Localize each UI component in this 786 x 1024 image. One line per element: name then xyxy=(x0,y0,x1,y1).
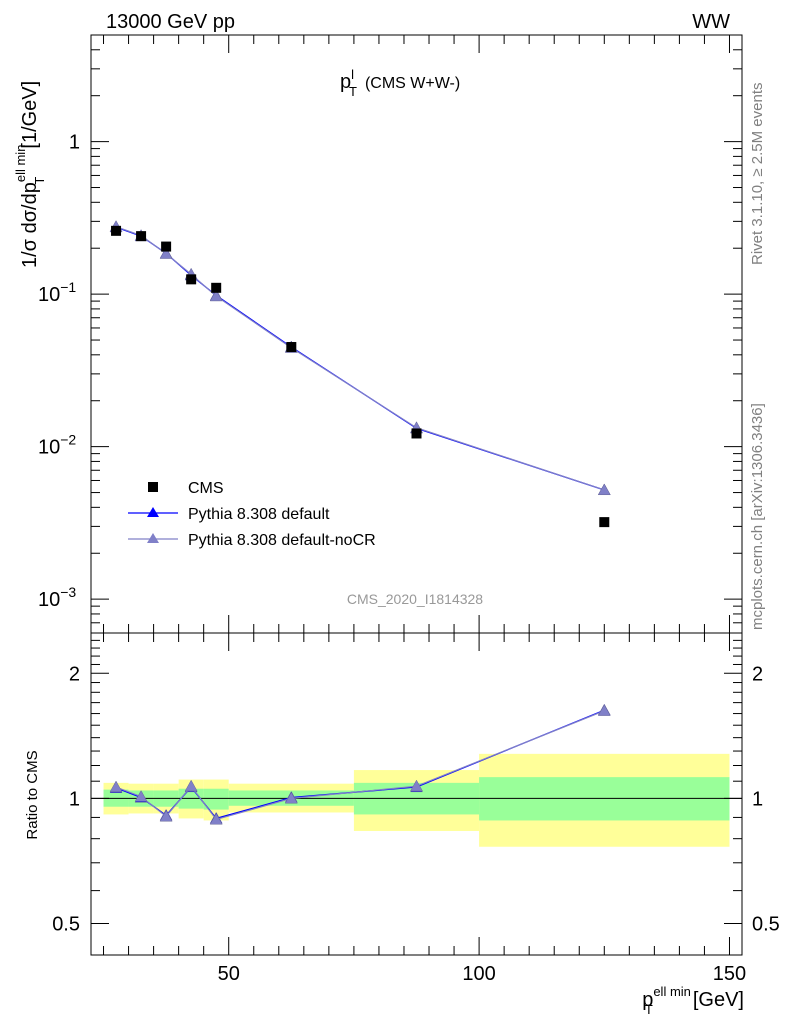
default-line xyxy=(115,226,605,491)
legend-item-nocr: Pythia 8.308 default-noCR xyxy=(128,532,376,549)
legend-item-cms: CMS xyxy=(148,480,224,497)
main-y-tick-label-1: 10−2 xyxy=(38,432,76,459)
y-axis-label-sup: ell min xyxy=(13,145,28,183)
legend-nocr-label: Pythia 8.308 default-noCR xyxy=(188,532,376,549)
x-tick-label-0: 50 xyxy=(218,963,240,985)
ratio-y-tick-label-left-1: 1 xyxy=(69,788,80,810)
cms-point-1 xyxy=(136,231,147,242)
ratio-y-tick-label-right-0: 0.5 xyxy=(752,914,780,936)
ratio-y-tick-label-right-1: 1 xyxy=(752,788,763,810)
rivet-label: Rivet 3.1.10, ≥ 2.5M events xyxy=(749,83,766,266)
plot-title-suffix: (CMS W+W-) xyxy=(365,75,460,92)
ratio-nocr-point-7 xyxy=(597,704,611,716)
main-y-tick-label-0: 10−3 xyxy=(38,584,76,611)
ratio-nocr-point-3 xyxy=(184,779,198,792)
x-axis-label: pell min T [GeV] xyxy=(642,984,744,1017)
legend-default-label: Pythia 8.308 default xyxy=(188,506,330,523)
nocr-line xyxy=(115,226,605,491)
header-energy: 13000 GeV pp xyxy=(106,11,235,33)
x-axis-label-sub: T xyxy=(645,1002,653,1017)
x-axis-label-sup: ell min xyxy=(653,984,691,999)
ratio-y-tick-label-left-2: 2 xyxy=(69,663,80,685)
ratio-plot-marks xyxy=(109,703,611,825)
ratio-y-tick-label-right-2: 2 xyxy=(752,663,763,685)
cms-point-7 xyxy=(599,517,610,528)
cms-point-0 xyxy=(111,225,122,236)
nocr-point-4 xyxy=(209,289,223,302)
legend-cms-label: CMS xyxy=(188,480,224,497)
ratio-nocr-point-0 xyxy=(109,780,123,793)
legend: CMS Pythia 8.308 default Pythia 8.308 de… xyxy=(128,480,376,549)
x-tick-label-2: 150 xyxy=(713,963,746,985)
x-tick-label-1: 100 xyxy=(462,963,495,985)
plot-title-sub: T xyxy=(349,84,357,99)
ratio-y-tick-label-left-0: 0.5 xyxy=(52,914,80,936)
legend-item-default: Pythia 8.308 default xyxy=(128,506,330,523)
y-axis-label-prefix: 1/σ dσ/dp xyxy=(19,182,41,268)
y-axis-label-ratio: Ratio to CMS xyxy=(24,750,41,839)
main-y-tick-label-3: 1 xyxy=(69,132,80,154)
y-axis-label-main: 1/σ dσ/dpell min T [1/GeV] xyxy=(13,81,47,268)
y-axis-label-sub: T xyxy=(32,177,47,185)
main-plot-marks xyxy=(109,220,611,528)
ratio-nocr-point-5 xyxy=(284,791,298,804)
nocr-point-7 xyxy=(597,483,611,496)
legend-cms-marker xyxy=(148,482,158,492)
cms-point-5 xyxy=(286,342,297,353)
cms-point-3 xyxy=(186,274,197,285)
ratio-nocr-point-1 xyxy=(134,790,148,802)
ratio-nocr-point-2 xyxy=(159,809,173,822)
legend-default-marker xyxy=(147,507,159,517)
analysis-id: CMS_2020_I1814328 xyxy=(347,591,483,607)
ratio-nocr-point-4 xyxy=(209,812,223,825)
main-y-tick-label-2: 10−1 xyxy=(38,279,76,306)
plot-title-sup: l xyxy=(351,67,354,82)
axes: 10−3 10−2 10−1 1 0.5 0.5 1 1 2 2 50 100 150 xyxy=(38,34,780,985)
y-axis-label-unit: [1/GeV] xyxy=(19,81,41,149)
nocr-point-2 xyxy=(159,247,173,259)
header-process: WW xyxy=(692,11,730,33)
plot-title-var: p xyxy=(340,71,351,93)
legend-nocr-marker xyxy=(147,533,159,543)
cms-point-6 xyxy=(411,428,422,439)
ratio-nocr-point-6 xyxy=(410,779,423,792)
cms-point-4 xyxy=(211,282,222,293)
cms-point-2 xyxy=(161,241,172,252)
mcplots-label: mcplots.cern.ch [arXiv:1306.3436] xyxy=(749,403,766,630)
plot-title: pl T (CMS W+W-) xyxy=(340,67,460,99)
ratio-frame xyxy=(90,632,743,956)
ratio-band-inner-4 xyxy=(203,788,229,810)
ratio-error-bands xyxy=(91,753,742,847)
x-axis-label-prefix: p xyxy=(642,989,653,1011)
x-axis-label-unit: [GeV] xyxy=(693,989,744,1011)
